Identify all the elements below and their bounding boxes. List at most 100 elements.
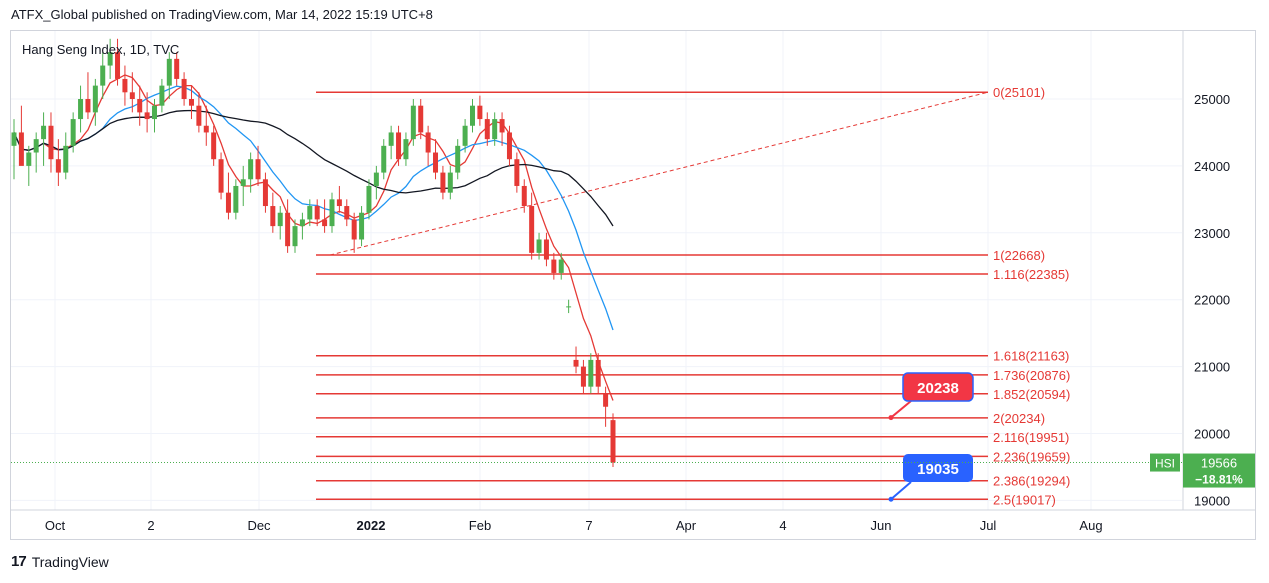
price-tag-bg bbox=[1183, 453, 1255, 488]
change-pct-label: −18.81% bbox=[1195, 473, 1243, 487]
footer[interactable]: 17 TradingView bbox=[11, 553, 109, 570]
price-tag: HSI 19566 −18.81% bbox=[11, 453, 1255, 488]
candle-body bbox=[285, 212, 291, 247]
candle-body bbox=[425, 132, 431, 153]
fib-label: 1.736(20876) bbox=[993, 368, 1070, 383]
candle-body bbox=[70, 119, 76, 146]
fib-label: 2.5(19017) bbox=[993, 492, 1056, 507]
candle-body bbox=[396, 132, 402, 160]
callout-badge bbox=[903, 454, 973, 482]
candle-body bbox=[122, 78, 128, 93]
x-tick-label: Apr bbox=[676, 518, 697, 533]
chart-title: Hang Seng Index, 1D, TVC bbox=[22, 42, 179, 57]
fib-label: 1(22668) bbox=[993, 248, 1045, 263]
candle-body bbox=[580, 366, 586, 387]
candle-body bbox=[440, 172, 446, 193]
sma-mid-line bbox=[13, 85, 614, 331]
callout-anchor bbox=[888, 415, 894, 421]
candle-body bbox=[255, 159, 261, 180]
publisher-line: ATFX_Global published on TradingView.com… bbox=[11, 7, 433, 22]
candle-body bbox=[344, 206, 350, 220]
candle-body bbox=[115, 52, 121, 79]
candle-body bbox=[410, 105, 416, 140]
candle-body bbox=[484, 119, 490, 140]
candle-body bbox=[447, 172, 453, 193]
candle-body bbox=[455, 145, 461, 173]
y-tick-label: 22000 bbox=[1194, 293, 1230, 308]
y-tick-label: 24000 bbox=[1194, 159, 1230, 174]
candle-body bbox=[366, 185, 372, 213]
candle-body bbox=[218, 159, 224, 193]
candle-body bbox=[521, 185, 527, 207]
fib-label: 1.618(21163) bbox=[993, 349, 1069, 364]
candle-body bbox=[536, 239, 542, 253]
candle-body bbox=[543, 239, 549, 260]
y-tick-label: 23000 bbox=[1194, 226, 1230, 241]
fib-label: 2.236(19659) bbox=[993, 449, 1070, 464]
fib-labels: 0(25101) 1(22668) 1.116(22385) 1.618(21163)… bbox=[993, 85, 1070, 507]
fib-label: 0(25101) bbox=[993, 85, 1045, 100]
candle-body bbox=[551, 259, 557, 273]
candle-body bbox=[558, 259, 564, 273]
candle-body bbox=[48, 125, 54, 160]
x-tick-label: 4 bbox=[779, 518, 786, 533]
tradingview-logo-icon: 17 bbox=[11, 553, 27, 570]
candle-body bbox=[225, 192, 231, 213]
symbol-tag: HSI bbox=[1155, 457, 1175, 471]
last-price-label: 19566 bbox=[1201, 456, 1237, 471]
candle-body bbox=[277, 212, 283, 227]
fib-label: 2.386(19294) bbox=[993, 474, 1070, 489]
candle-body bbox=[603, 393, 609, 407]
candle-body bbox=[462, 125, 468, 146]
candle-body bbox=[188, 99, 194, 106]
candle-body bbox=[240, 179, 246, 186]
candle-body bbox=[166, 58, 172, 86]
candles bbox=[11, 38, 616, 467]
candle-body bbox=[137, 99, 143, 113]
fib-label: 1.852(20594) bbox=[993, 387, 1070, 402]
sma-slow-line bbox=[13, 109, 614, 227]
candle-body bbox=[92, 85, 98, 113]
fib-lines bbox=[316, 91, 988, 501]
callout-anchor bbox=[888, 496, 894, 502]
candle-body bbox=[152, 105, 158, 120]
y-axis: 19000 20000 21000 22000 23000 24000 25000 bbox=[1182, 31, 1230, 510]
candle-body bbox=[610, 420, 616, 463]
candle-body bbox=[373, 172, 379, 186]
candle-body bbox=[359, 212, 365, 240]
candle-body bbox=[159, 85, 165, 106]
candle-body bbox=[492, 119, 498, 140]
y-tick-label: 19000 bbox=[1194, 493, 1230, 508]
callout-label: 19035 bbox=[917, 461, 959, 478]
candle-body bbox=[529, 206, 535, 253]
moving-averages bbox=[13, 74, 614, 401]
fib-label: 1.116(22385) bbox=[993, 267, 1069, 282]
candle-body bbox=[588, 359, 594, 387]
candle-body bbox=[85, 99, 91, 113]
candle-body bbox=[506, 132, 512, 160]
x-tick-label: Feb bbox=[469, 518, 491, 533]
candle-body bbox=[469, 105, 475, 126]
candle-body bbox=[211, 132, 217, 160]
candle-body bbox=[107, 52, 113, 66]
x-tick-label: 2 bbox=[147, 518, 154, 533]
x-tick-label: Jun bbox=[871, 518, 892, 533]
x-tick-label: Jul bbox=[980, 518, 997, 533]
candle-body bbox=[566, 306, 572, 308]
candle-body bbox=[41, 125, 47, 140]
candle-body bbox=[55, 159, 61, 173]
candle-body bbox=[336, 199, 342, 207]
candle-body bbox=[433, 152, 439, 173]
symbol-tag-bg bbox=[1150, 453, 1180, 472]
x-axis: Oct 2 Dec 2022 Feb 7 Apr 4 Jun Jul Aug bbox=[11, 509, 1255, 533]
chart-frame bbox=[10, 30, 1256, 540]
candle-body bbox=[270, 206, 276, 227]
footer-brand[interactable]: TradingView bbox=[31, 553, 109, 570]
candle-body bbox=[322, 219, 328, 227]
candle-body bbox=[299, 219, 305, 227]
callout-pointer bbox=[890, 400, 912, 419]
candle-body bbox=[144, 112, 150, 120]
candle-body bbox=[499, 119, 505, 133]
candle-body bbox=[573, 359, 579, 367]
